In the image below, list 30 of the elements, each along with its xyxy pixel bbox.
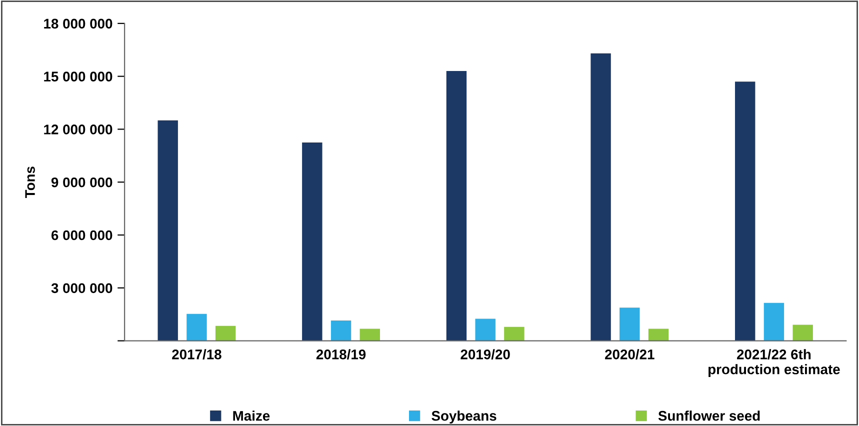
bar xyxy=(792,324,813,341)
bar xyxy=(475,318,496,341)
x-tick-label: 2018/19 xyxy=(316,349,366,360)
bar xyxy=(330,320,352,341)
legend-label: Maize xyxy=(233,410,270,421)
bar xyxy=(158,120,178,341)
bar xyxy=(590,53,611,341)
x-tick-label: 2021/22 6th production estimate xyxy=(708,349,840,378)
y-tick-label: 18 000 000 xyxy=(44,18,112,29)
y-axis-title: Tons xyxy=(25,166,35,198)
bar xyxy=(620,308,640,341)
bar xyxy=(302,142,322,341)
legend-label: Sunflower seed xyxy=(658,410,760,421)
bar xyxy=(186,314,207,341)
bar xyxy=(360,328,380,341)
bar xyxy=(764,302,784,341)
bar xyxy=(215,326,236,341)
x-tick-label: 2020/21 xyxy=(605,349,654,360)
bar xyxy=(446,71,467,341)
x-tick-label: 2019/20 xyxy=(460,349,510,360)
bar xyxy=(734,82,756,341)
y-tick-label: 9 000 000 xyxy=(51,177,112,188)
y-tick-label: 12 000 000 xyxy=(44,124,112,134)
bar xyxy=(648,328,669,341)
x-tick-label: 2017/18 xyxy=(172,349,222,360)
y-tick-label: 15 000 000 xyxy=(44,72,112,82)
y-tick-label: 3 000 000 xyxy=(51,283,112,294)
legend-label: Soybeans xyxy=(432,410,496,424)
y-tick-label: 6 000 000 xyxy=(51,230,112,240)
bar xyxy=(504,326,524,341)
